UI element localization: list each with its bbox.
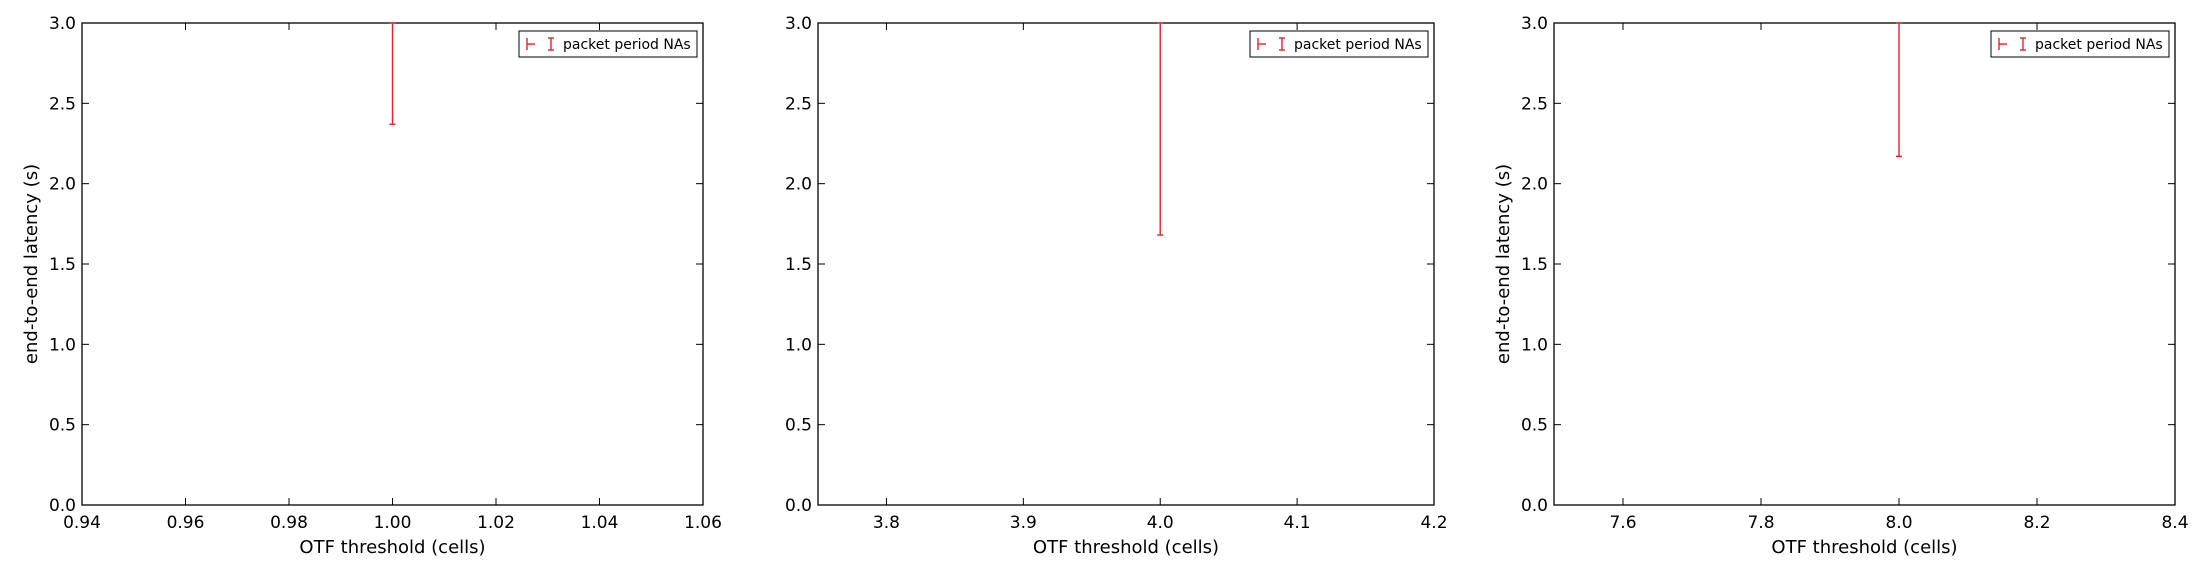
y-tick-label: 3.0 (785, 14, 812, 34)
chart-panel-1: 0.94 0.96 0.98 1.00 1.02 1.04 1.06 0.0 0.5 1.0 1.5… (21, 14, 722, 558)
x-axis-title: OTF threshold (cells) (1033, 537, 1219, 558)
x-axis-title: OTF threshold (cells) (1771, 537, 1957, 558)
x-tick-label: 8.0 (1885, 513, 1912, 533)
x-tick-label: 4.1 (1284, 513, 1311, 533)
y-tick-label: 0.0 (785, 496, 812, 516)
legend: packet period NAs (518, 30, 698, 58)
y-tick-label: 1.0 (785, 335, 812, 355)
chart-panel-3: 7.6 7.8 8.0 8.2 8.4 0.0 0.5 1.0 1.5 2.0 2.5 3.0 OTF … (1493, 14, 2189, 558)
y-tick-label: 2.5 (49, 94, 76, 114)
plot-area (817, 22, 1435, 506)
legend-label: packet period NAs (2035, 37, 2163, 53)
y-tick-label: 0.5 (1521, 416, 1548, 436)
y-tick-label: 0.0 (49, 496, 76, 516)
y-tick-label: 2.0 (49, 175, 76, 195)
y-tick-label: 2.5 (785, 94, 812, 114)
x-tick-label: 7.6 (1609, 513, 1636, 533)
y-tick-label: 3.0 (49, 14, 76, 34)
y-tick-label: 0.5 (785, 416, 812, 436)
y-tick-label: 1.0 (49, 335, 76, 355)
x-tick-label: 0.98 (270, 513, 308, 533)
legend-label: packet period NAs (1294, 37, 1422, 53)
x-tick-label: 8.2 (2023, 513, 2050, 533)
x-tick-label: 3.8 (873, 513, 900, 533)
x-tick-label: 8.4 (2161, 513, 2188, 533)
y-axis-title: end-to-end latency (s) (1493, 164, 1514, 364)
x-tick-label: 3.9 (1010, 513, 1037, 533)
y-tick-label: 1.5 (1521, 255, 1548, 275)
legend-box (1249, 30, 1429, 58)
x-tick-label: 1.06 (684, 513, 722, 533)
x-tick-label: 0.96 (167, 513, 205, 533)
x-tick-label: 1.00 (374, 513, 412, 533)
y-tick-label: 2.0 (785, 175, 812, 195)
plot-area (1553, 22, 2176, 506)
legend-box (518, 30, 698, 58)
y-tick-label: 0.5 (49, 416, 76, 436)
legend: packet period NAs (1990, 30, 2170, 58)
x-tick-label: 1.04 (581, 513, 619, 533)
y-tick-label: 0.0 (1521, 496, 1548, 516)
y-tick-label: 1.5 (785, 255, 812, 275)
x-tick-label: 0.94 (63, 513, 101, 533)
y-tick-label: 1.5 (49, 255, 76, 275)
x-tick-label: 4.0 (1147, 513, 1174, 533)
legend-box (1990, 30, 2170, 58)
legend-label: packet period NAs (563, 37, 691, 53)
chart-panel-2: 3.8 3.9 4.0 4.1 4.2 0.0 0.5 1.0 1.5 2.0 2.5 3.0 OTF … (785, 14, 1448, 558)
x-tick-label: 4.2 (1420, 513, 1447, 533)
x-tick-label: 7.8 (1747, 513, 1774, 533)
y-tick-label: 2.0 (1521, 175, 1548, 195)
y-tick-label: 3.0 (1521, 14, 1548, 34)
legend: packet period NAs (1249, 30, 1429, 58)
y-tick-label: 1.0 (1521, 335, 1548, 355)
x-axis-title: OTF threshold (cells) (299, 537, 485, 558)
x-tick-label: 1.02 (477, 513, 515, 533)
y-tick-label: 2.5 (1521, 94, 1548, 114)
y-axis-title: end-to-end latency (s) (21, 164, 42, 364)
